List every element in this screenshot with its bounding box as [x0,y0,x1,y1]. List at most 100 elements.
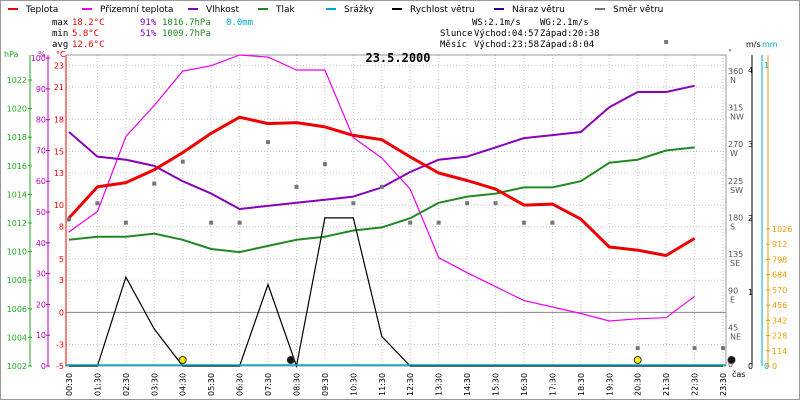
moonset: Západ:8:04 [540,40,594,50]
x-tick: 20:30 [634,373,643,396]
temp-tick: -3 [56,341,64,350]
legend-label: Vlhkost [206,5,239,15]
speed-tick: 2 [748,214,753,223]
pressure-tick: 1016 [7,162,27,171]
direction-tick: 0 [728,360,733,369]
x-tick: 21:30 [662,373,671,396]
wind-speed-line [69,217,723,369]
direction-tick: 315 [728,104,743,113]
direction-tick: 90 [728,287,738,296]
x-tick: 08:30 [292,373,301,396]
wind-direction-point [465,201,470,206]
stat-max-rain: 0.0mm [226,18,253,28]
humidity-tick: 70 [36,146,46,155]
pressure-tick: 1006 [7,305,27,314]
temp-tick: -5 [56,362,64,371]
legend-label: Přízemní teplota [100,5,173,15]
x-tick: 10:30 [349,373,358,396]
stat-max-label: max [52,18,69,28]
temp-tick: 15 [54,148,64,157]
wind-direction-point [209,220,214,225]
x-tick: 15:30 [492,373,501,396]
wind-direction-point [721,346,725,351]
temperature-line [67,115,696,257]
wind-direction-point [237,220,242,225]
x-axis-label: čas [732,369,745,379]
sunrise: Východ:04:57 [474,29,539,39]
pressure-tick: 1002 [7,362,27,371]
direction-label: NE [730,332,741,341]
gust-tick: 798 [772,255,787,264]
wind-direction-point [266,140,271,145]
direction-tick: 360 [728,67,743,76]
x-tick: 16:30 [520,373,529,396]
x-tick: 05:30 [207,373,216,396]
gust-tick: 456 [772,301,787,310]
x-tick: 13:30 [435,373,444,396]
chart-title: 23.5.2000 [365,51,430,65]
wind-direction-point [493,201,498,206]
direction-label: S [730,222,735,231]
gust-tick: 684 [772,271,787,280]
pressure-line [68,146,695,254]
gust-tick: 570 [772,286,787,295]
black-marker [286,356,295,364]
legend-label: Tlak [275,5,296,15]
direction-label: N [730,76,736,85]
temp-tick: 13 [54,169,64,178]
x-tick: 06:30 [236,373,245,396]
wind-speed-info: WS:2.1m/s [472,18,521,28]
wind-direction-point [67,217,71,222]
stat-min-label: min [52,29,68,39]
humidity-tick: 20 [36,300,46,309]
temp-tick: 21 [54,83,64,92]
humidity-tick: 30 [36,270,46,279]
x-tick: 09:30 [321,373,330,396]
gust-tick: 912 [772,240,787,249]
wind-direction-point [521,220,526,225]
wind-direction-point [180,159,185,164]
temp-tick: 23 [54,62,64,71]
rain-tick: 1 [764,61,769,70]
wind-direction-point [123,220,128,225]
temp-tick: 3 [59,276,64,285]
x-tick: 01:30 [93,373,102,396]
humidity-tick: 60 [36,177,46,186]
pressure-tick: 1010 [7,248,27,257]
stat-min-temp: 5.8°C [72,29,99,39]
x-tick: 23:30 [719,373,728,396]
direction-tick: 135 [728,250,743,259]
legend-label: Rychlost větru [410,5,475,15]
rain-unit: mm [762,40,778,49]
legend-label: Směr větru [613,5,663,15]
temp-unit: °C [56,50,66,59]
humidity-tick: 50 [36,208,46,217]
direction-tick: 180 [728,213,743,222]
wind-direction-point [322,162,327,167]
speed-tick: 1 [748,288,753,297]
humidity-tick: 90 [36,85,46,94]
ground-temperature-line [68,54,695,322]
stat-max-humidity: 91% [140,18,157,28]
stat-avg-label: avg [52,40,68,50]
speed-unit: m/s [746,40,761,49]
wind-direction-point [379,184,384,189]
temp-tick: 5 [59,255,64,264]
x-tick: 14:30 [463,373,472,396]
humidity-tick: 100 [31,54,46,63]
x-tick: 03:30 [150,373,159,396]
speed-tick: 0 [748,362,753,371]
humidity-tick: 10 [36,331,46,340]
x-tick: 04:30 [179,373,188,396]
x-tick: 02:30 [122,373,131,396]
wind-direction-point [408,220,413,225]
wind-direction-point [692,346,697,351]
direction-label: SE [730,259,740,268]
wind-direction-point [351,201,356,206]
direction-tick: 45 [728,323,738,332]
direction-label: SW [730,186,743,195]
wind-direction-point [95,201,100,206]
gust-tick: 342 [772,316,787,325]
